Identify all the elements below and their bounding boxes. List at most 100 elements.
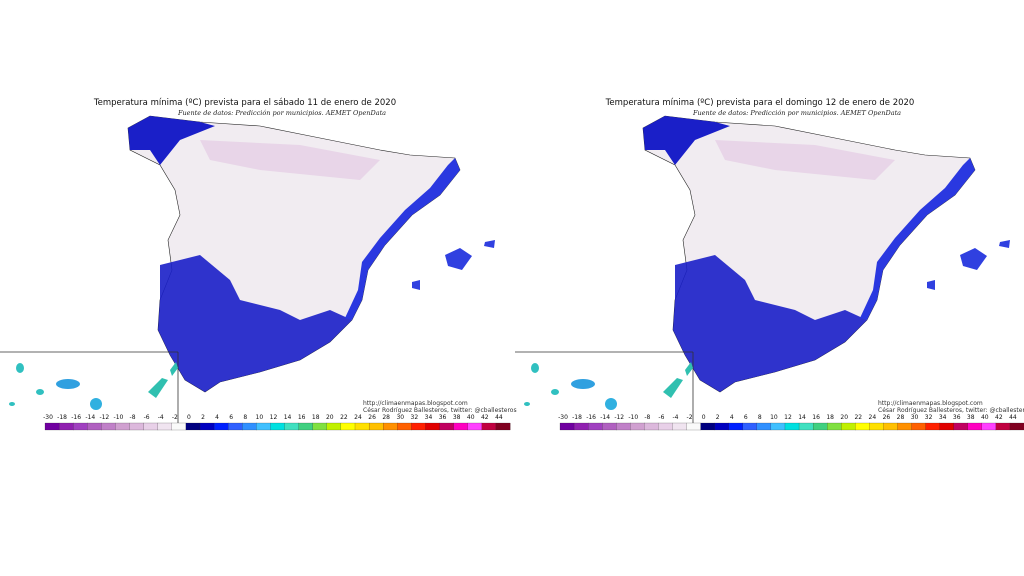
- map-left: [0, 115, 496, 431]
- legend-label: 34: [425, 414, 433, 421]
- legend-swatch: [143, 422, 159, 431]
- legend-swatch: [284, 422, 300, 431]
- legend-swatch: [354, 422, 370, 431]
- legend-label: 16: [298, 414, 306, 421]
- legend-swatch: [115, 422, 130, 431]
- legend-label: -8: [644, 414, 650, 421]
- legend-label: 20: [326, 414, 334, 421]
- legend-label: 2: [201, 414, 205, 421]
- map-panel: Temperatura mínima (ºC) prevista para el…: [558, 98, 1024, 431]
- legend-label: 6: [744, 414, 748, 421]
- legend-swatch: [644, 422, 659, 431]
- legend-label: 12: [270, 414, 278, 421]
- legend-swatch: [228, 422, 243, 431]
- legend-label: 22: [854, 414, 862, 421]
- legend-swatch: [467, 422, 483, 431]
- legend-label: 32: [925, 414, 933, 421]
- map-subtitle: Fuente de datos: Predicción por municipi…: [692, 109, 901, 117]
- legend-label: 14: [284, 414, 292, 421]
- legend-label: 14: [798, 414, 806, 421]
- legend-swatch: [171, 422, 187, 431]
- legend-label: -12: [614, 414, 624, 421]
- legend-label: -12: [99, 414, 109, 421]
- legend-swatch: [481, 422, 497, 431]
- legend-label: -16: [71, 414, 81, 421]
- legend-swatch: [630, 422, 645, 431]
- legend-swatch: [602, 422, 617, 431]
- legend-label: 26: [883, 414, 891, 421]
- legend-swatch: [967, 422, 983, 431]
- legend-swatch: [658, 422, 673, 431]
- legend-label: -18: [572, 414, 582, 421]
- legend-label: 38: [453, 414, 461, 421]
- legend-label: -6: [658, 414, 664, 421]
- legend-swatch: [770, 422, 786, 431]
- legend-label: -8: [130, 414, 136, 421]
- legend-label: 28: [897, 414, 905, 421]
- map-title: Temperatura mínima (ºC) prevista para el…: [93, 98, 396, 108]
- legend-label: 26: [368, 414, 376, 421]
- legend-swatch: [58, 422, 74, 431]
- legend-label: -14: [85, 414, 95, 421]
- legend-swatch: [199, 422, 215, 431]
- legend-swatch: [312, 422, 328, 431]
- legend-label: 8: [243, 414, 247, 421]
- legend-label: 12: [784, 414, 792, 421]
- legend-label: 10: [256, 414, 264, 421]
- legend-swatch: [101, 422, 116, 431]
- legend-swatch: [425, 422, 440, 431]
- legend-label: -10: [628, 414, 638, 421]
- legend-label: 32: [411, 414, 419, 421]
- legend-swatch: [953, 422, 969, 431]
- legend-swatch: [340, 422, 356, 431]
- legend-swatch: [44, 422, 60, 431]
- legend-swatch: [298, 422, 314, 431]
- legend-label: 22: [340, 414, 348, 421]
- legend-label: 40: [981, 414, 989, 421]
- legend-swatch: [242, 422, 257, 431]
- legend-label: 4: [215, 414, 219, 421]
- legend-label: -4: [672, 414, 678, 421]
- legend-swatch: [453, 422, 469, 431]
- legend-label: -30: [558, 414, 568, 421]
- legend-label: 36: [953, 414, 961, 421]
- legend-label: 34: [939, 414, 947, 421]
- legend-swatch: [213, 422, 229, 431]
- legend-swatch: [939, 422, 955, 431]
- legend-swatch: [855, 422, 870, 431]
- legend-label: 44: [1009, 414, 1017, 421]
- credit-url: http://climaenmapas.blogspot.com: [878, 400, 983, 407]
- legend-label: 28: [382, 414, 390, 421]
- legend-label: -30: [43, 414, 53, 421]
- legend-label: 40: [467, 414, 475, 421]
- legend-label: 0: [187, 414, 191, 421]
- legend-swatch: [368, 422, 384, 431]
- legend-swatch: [700, 422, 716, 431]
- legend-label: -10: [114, 414, 124, 421]
- legend-swatch: [129, 422, 145, 431]
- map-panel: Temperatura mínima (ºC) prevista para el…: [43, 98, 517, 431]
- credit-url: http://climaenmapas.blogspot.com: [363, 400, 468, 407]
- legend-swatch: [270, 422, 285, 431]
- legend-label: 38: [967, 414, 975, 421]
- legend-label: 42: [481, 414, 489, 421]
- legend-label: 4: [730, 414, 734, 421]
- legend-swatch: [728, 422, 744, 431]
- legend-label: -2: [687, 414, 693, 421]
- legend-swatch: [616, 422, 631, 431]
- legend-swatch: [326, 422, 342, 431]
- legend-swatch: [995, 422, 1011, 431]
- legend-swatch: [157, 422, 173, 431]
- legend-label: 42: [995, 414, 1003, 421]
- legend-label: -18: [57, 414, 67, 421]
- legend-label: 2: [716, 414, 720, 421]
- legend-label: 30: [396, 414, 404, 421]
- legend-swatch: [411, 422, 426, 431]
- legend-label: 24: [869, 414, 877, 421]
- legend-label: 36: [439, 414, 447, 421]
- legend-swatch: [714, 422, 730, 431]
- legend-swatch: [841, 422, 856, 431]
- map-subtitle: Fuente de datos: Predicción por municipi…: [177, 109, 386, 117]
- legend-swatch: [883, 422, 898, 431]
- legend-label: 44: [495, 414, 503, 421]
